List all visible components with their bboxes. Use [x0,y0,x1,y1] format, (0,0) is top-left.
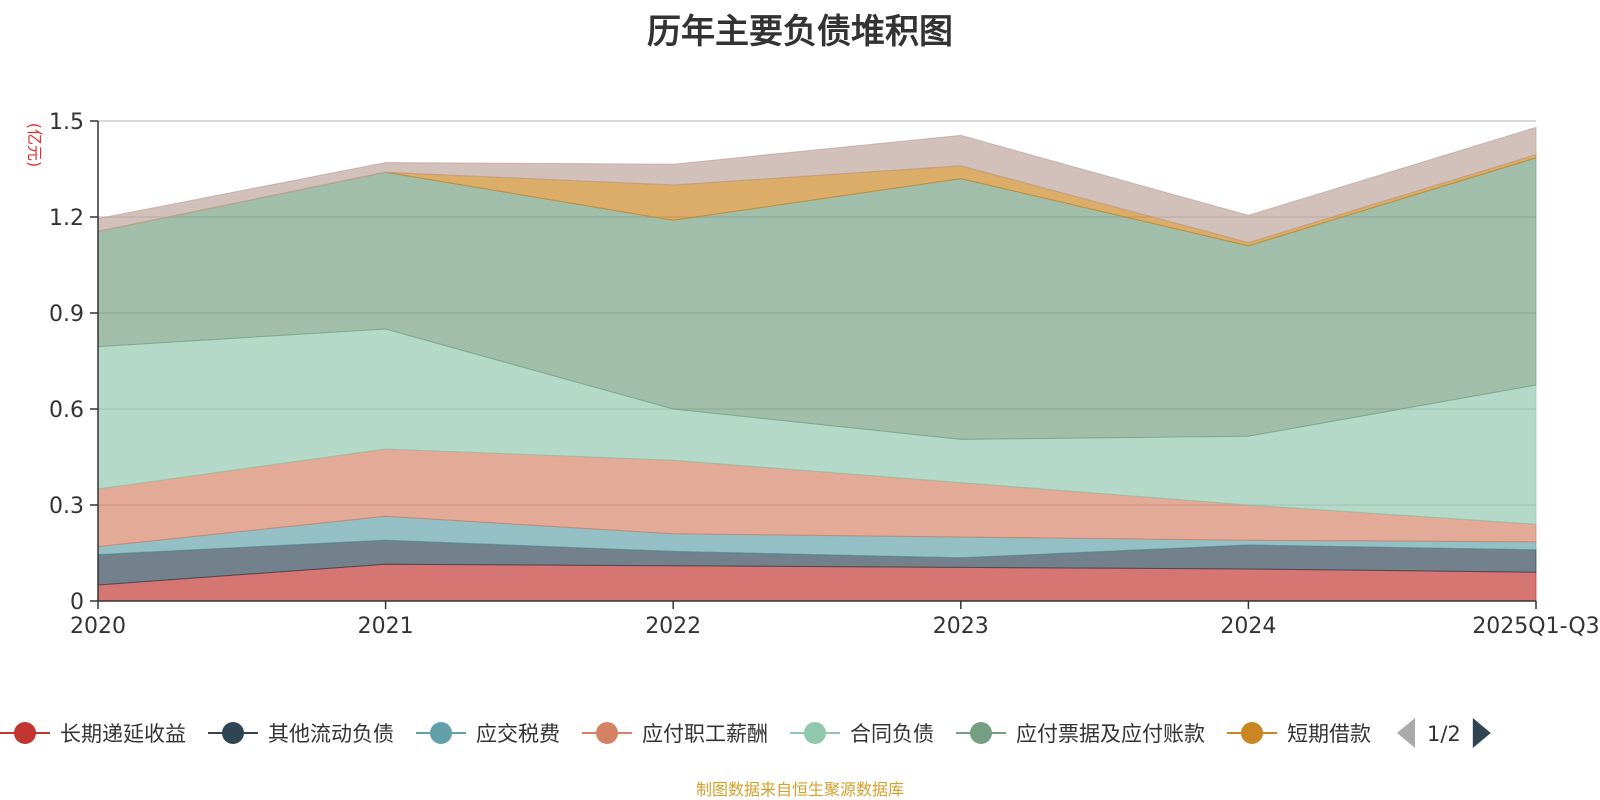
legend-marker-icon [804,722,826,744]
y-tick-label: 0 [70,590,84,615]
legend-marker-icon [1241,722,1263,744]
legend-item-5[interactable]: 应付票据及应付账款 [956,722,1205,746]
legend-label: 合同负债 [850,722,934,746]
legend-item-2[interactable]: 应交税费 [416,722,560,746]
x-tick-label: 2022 [645,614,701,639]
area-series-7[interactable] [97,126,1537,244]
legend-label: 其他流动负债 [268,722,394,746]
y-tick-label: 1.2 [49,206,84,231]
legend-marker-icon [596,722,618,744]
legend-page-indicator: 1/2 [1427,722,1461,746]
x-tick-label: 2025Q1-Q3 [1472,614,1599,639]
x-tick-label: 2021 [358,614,414,639]
x-tick-label: 2020 [70,614,126,639]
axis-layer: 0 0.3 0.6 0.9 1.2 1.5 2020 2021 2022 2023 2024 2025… [49,110,1600,639]
legend-label: 短期借款 [1287,722,1371,746]
legend-label: 应付票据及应付账款 [1016,722,1205,746]
legend-item-6[interactable]: 短期借款 [1227,722,1371,746]
y-tick-label: 1.5 [49,110,84,135]
y-tick-label: 0.9 [49,302,84,327]
chart-title: 历年主要负债堆积图 [647,12,953,52]
legend-prev-icon[interactable] [1397,718,1415,748]
legend-marker-icon [970,722,992,744]
x-tick-label: 2023 [933,614,989,639]
area-layer[interactable] [97,126,1537,602]
legend-item-4[interactable]: 合同负债 [790,722,934,746]
legend-label: 应交税费 [476,722,560,746]
legend-label: 应付职工薪酬 [642,722,768,746]
legend-item-1[interactable]: 其他流动负债 [208,722,394,746]
y-axis-label: (亿元) [25,123,44,168]
legend-next-icon[interactable] [1472,718,1491,748]
legend-marker-icon [222,722,244,744]
legend-pager[interactable]: 1/2 [1397,718,1491,748]
legend-item-3[interactable]: 应付职工薪酬 [582,722,768,746]
y-tick-label: 0.3 [49,494,84,519]
footer-note: 制图数据来自恒生聚源数据库 [695,780,904,799]
legend-item-0[interactable]: 长期递延收益 [0,722,186,746]
legend-label: 长期递延收益 [60,722,186,746]
legend[interactable]: 长期递延收益 其他流动负债 应交税费 应付职工薪酬 合同负债 应付票据及应付账款 短期借款 1… [0,718,1491,748]
legend-marker-icon [14,722,36,744]
x-tick-label: 2024 [1220,614,1276,639]
y-tick-label: 0.6 [49,398,84,423]
legend-marker-icon [430,722,452,744]
